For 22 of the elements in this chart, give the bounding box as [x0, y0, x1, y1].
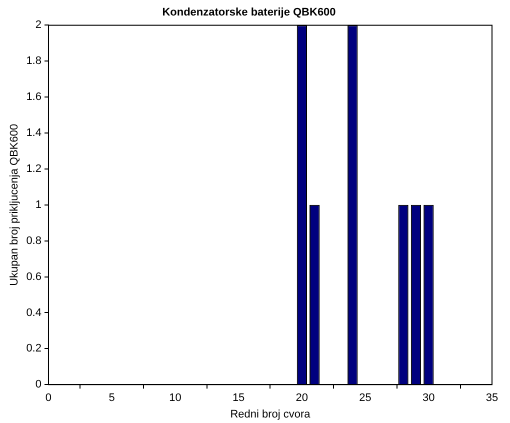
y-axis-title: Ukupan broj prikljucenja QBK600 — [8, 124, 21, 286]
y-tick-label: 1.4 — [26, 127, 42, 140]
y-tick-label: 0.6 — [26, 270, 42, 283]
x-tick-label: 15 — [232, 392, 245, 404]
x-tick-label: 30 — [422, 392, 435, 404]
x-tick-label: 5 — [108, 392, 115, 404]
x-axis-title: Redni broj cvora — [230, 408, 312, 420]
x-tick-label: 25 — [359, 392, 372, 404]
y-tick-label: 2 — [35, 19, 42, 32]
y-tick-label: 0 — [35, 378, 42, 391]
y-tick-label: 0.8 — [26, 234, 42, 247]
y-tick-label: 0.4 — [26, 306, 42, 319]
y-tick-label: 1.2 — [26, 162, 42, 175]
x-tick-label: 35 — [486, 392, 498, 404]
x-tick-label: 10 — [169, 392, 182, 404]
chart-title: Kondenzatorske baterije QBK600 — [162, 6, 336, 19]
y-tick-label: 0.2 — [26, 342, 42, 355]
y-tick-label: 1.8 — [26, 55, 42, 68]
y-tick-label: 1 — [35, 198, 42, 211]
x-tick-label: 0 — [45, 392, 52, 404]
x-tick-label: 20 — [296, 392, 308, 404]
y-tick-label: 1.6 — [26, 91, 42, 104]
